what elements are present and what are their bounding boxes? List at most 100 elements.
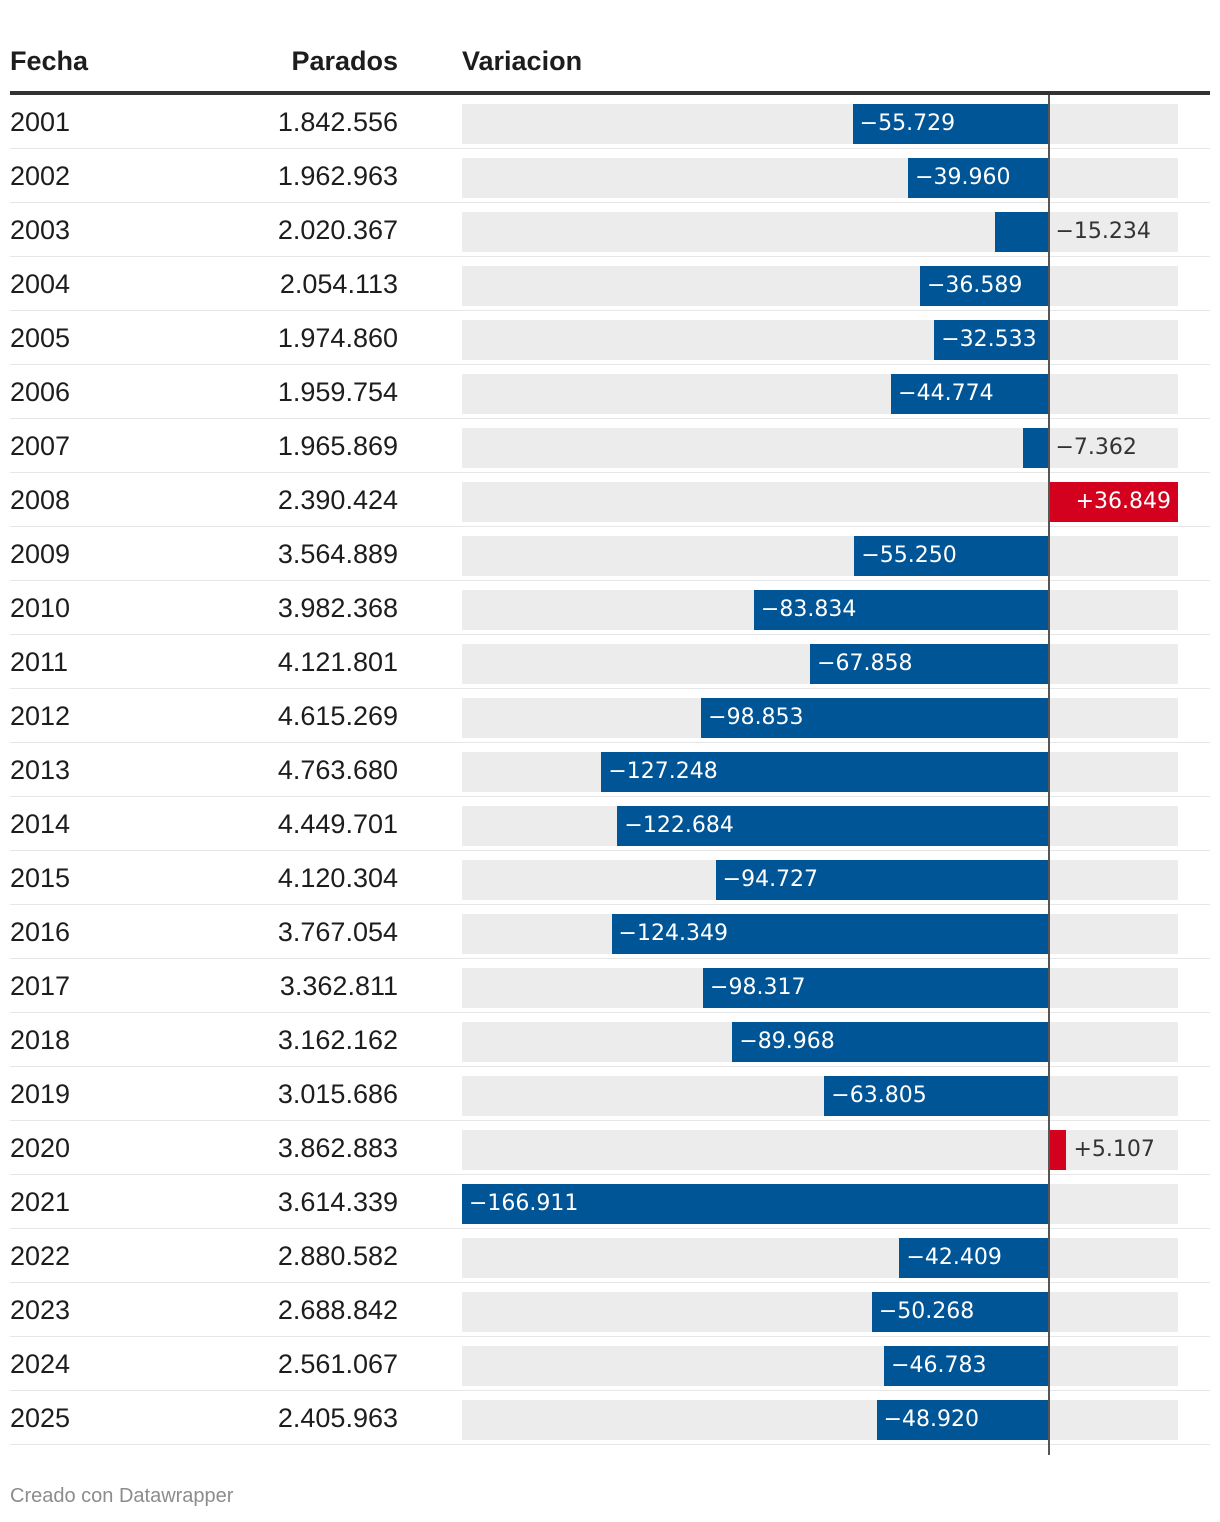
bar-track: −36.589 [462, 266, 1178, 306]
variacion-label: −36.589 [926, 273, 1023, 298]
variacion-bar [908, 158, 1049, 198]
table-row: 2020 3.862.883 +5.107 [10, 1121, 1210, 1175]
variacion-bar [1048, 1130, 1067, 1170]
variacion-bar [601, 752, 1049, 792]
variacion-label: −32.533 [941, 327, 1037, 352]
variacion-label: −46.783 [891, 1353, 987, 1378]
year-cell: 2015 [10, 863, 71, 893]
zero-line [1047, 95, 1050, 1455]
variacion-label: −44.774 [898, 381, 994, 406]
parados-cell: 2.880.582 [277, 1241, 398, 1271]
variacion-label: +36.849 [1075, 489, 1171, 514]
variacion-label: −7.362 [1055, 435, 1137, 460]
bar-track: −89.968 [462, 1022, 1178, 1062]
parados-cell: 1.974.860 [277, 323, 398, 353]
variacion-label: −98.853 [708, 705, 804, 730]
variacion-label: −83.834 [760, 597, 857, 622]
table-row: 2013 4.763.680 −127.248 [10, 743, 1210, 797]
variacion-label: −55.729 [859, 111, 956, 136]
parados-cell: 3.862.883 [277, 1133, 398, 1163]
bar-track: −127.248 [462, 752, 1178, 792]
year-cell: 2025 [10, 1403, 71, 1433]
table-row: 2009 3.564.889 −55.250 [10, 527, 1210, 581]
parados-cell: 2.688.842 [277, 1295, 398, 1325]
parados-cell: 4.763.680 [277, 755, 398, 785]
parados-cell: 2.020.367 [277, 215, 398, 245]
bar-track: −48.920 [462, 1400, 1178, 1440]
bar-track: −50.268 [462, 1292, 1178, 1332]
bar-track: −98.317 [462, 968, 1178, 1008]
bar-track: −42.409 [462, 1238, 1178, 1278]
table-row: 2021 3.614.339 −166.911 [10, 1175, 1210, 1229]
variacion-bar [934, 320, 1049, 360]
header-fecha[interactable]: Fecha [10, 46, 89, 76]
variacion-bar [1022, 428, 1049, 468]
variacion-bar [810, 644, 1049, 684]
bar-track: −166.911 [462, 1184, 1178, 1224]
year-cell: 2005 [10, 323, 71, 353]
bar-track: −67.858 [462, 644, 1178, 684]
variacion-label: −124.349 [618, 921, 728, 946]
table-row: 2001 1.842.556 −55.729 [10, 95, 1210, 149]
variacion-bar [715, 860, 1049, 900]
variacion-bar [701, 698, 1049, 738]
year-cell: 2012 [10, 701, 71, 731]
table-row: 2024 2.561.067 −46.783 [10, 1337, 1210, 1391]
year-cell: 2001 [10, 107, 71, 137]
header-parados[interactable]: Parados [291, 46, 398, 76]
chart-table: Fecha Parados Variacion 2001 1.842.556 −55… [10, 40, 1210, 1455]
table-row: 2005 1.974.860 −32.533 [10, 311, 1210, 365]
parados-cell: 3.015.686 [277, 1079, 398, 1109]
year-cell: 2013 [10, 755, 71, 785]
year-cell: 2024 [10, 1349, 71, 1379]
bar-track: +5.107 [462, 1130, 1178, 1170]
table-row: 2003 2.020.367 −15.234 [10, 203, 1210, 257]
parados-cell: 4.120.304 [277, 863, 398, 893]
variacion-label: −166.911 [469, 1191, 579, 1216]
year-cell: 2018 [10, 1025, 71, 1055]
parados-cell: 4.615.269 [277, 701, 398, 731]
variacion-bar [994, 212, 1049, 252]
parados-cell: 2.405.963 [277, 1403, 398, 1433]
parados-cell: 1.959.754 [277, 377, 398, 407]
year-cell: 2007 [10, 431, 71, 461]
parados-cell: 3.162.162 [277, 1025, 398, 1055]
bar-track: −94.727 [462, 860, 1178, 900]
table-row: 2018 3.162.162 −89.968 [10, 1013, 1210, 1067]
variacion-label: −55.250 [861, 543, 957, 568]
year-cell: 2019 [10, 1079, 71, 1109]
year-cell: 2006 [10, 377, 71, 407]
variacion-bar [824, 1076, 1049, 1116]
bar-track: −15.234 [462, 212, 1178, 252]
bar-track: −46.783 [462, 1346, 1178, 1386]
bar-track: −122.684 [462, 806, 1178, 846]
variacion-bar [854, 536, 1049, 576]
bar-track: −7.362 [462, 428, 1178, 468]
year-cell: 2022 [10, 1241, 71, 1271]
table-row: 2015 4.120.304 −94.727 [10, 851, 1210, 905]
variacion-bar [891, 374, 1049, 414]
variacion-label: −127.248 [608, 759, 718, 784]
year-cell: 2003 [10, 215, 71, 245]
bar-track: −83.834 [462, 590, 1178, 630]
table-row: 2011 4.121.801 −67.858 [10, 635, 1210, 689]
footer-credit[interactable]: Creado con Datawrapper [10, 1485, 234, 1507]
parados-cell: 3.767.054 [277, 917, 398, 947]
parados-cell: 2.054.113 [279, 269, 398, 299]
variacion-bar [462, 1184, 1049, 1224]
variacion-label: −63.805 [831, 1083, 927, 1108]
bar-track: −55.729 [462, 104, 1178, 144]
table-row: 2012 4.615.269 −98.853 [10, 689, 1210, 743]
table-body: 2001 1.842.556 −55.729 2002 1.962.963 −39.960… [10, 95, 1210, 1445]
year-cell: 2010 [10, 593, 71, 623]
header-variacion[interactable]: Variacion [462, 46, 583, 76]
bar-track: −124.349 [462, 914, 1178, 954]
year-cell: 2023 [10, 1295, 71, 1325]
table-row: 2002 1.962.963 −39.960 [10, 149, 1210, 203]
bar-track: +36.849 [462, 482, 1178, 522]
parados-cell: 4.449.701 [277, 809, 398, 839]
table-row: 2014 4.449.701 −122.684 [10, 797, 1210, 851]
table-header: Fecha Parados Variacion [10, 40, 1210, 95]
variacion-bar [884, 1346, 1049, 1386]
variacion-bar [753, 590, 1049, 630]
